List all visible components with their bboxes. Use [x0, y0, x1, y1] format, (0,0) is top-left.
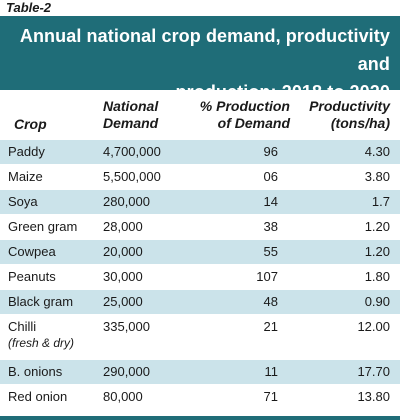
header-percent-production: % Production of Demand — [186, 98, 290, 132]
table-title-line-1: Annual national crop demand, productivit… — [19, 26, 390, 74]
cell-crop: Paddy — [8, 144, 45, 159]
cell-crop-note: (fresh & dry) — [8, 336, 75, 350]
cell-crop: Red onion — [8, 389, 68, 404]
cell-productivity: 3.80 — [364, 169, 390, 184]
cell-demand: 335,000 — [103, 319, 150, 334]
cell-productivity: 1.20 — [364, 219, 390, 234]
cell-crop-name: Chilli — [8, 319, 37, 334]
header-national-demand-line-2: Demand — [103, 115, 159, 131]
table-title-bar: Annual national crop demand, productivit… — [0, 16, 400, 102]
cell-percent: 107 — [256, 269, 278, 284]
header-national-demand-line-1: National — [103, 98, 159, 114]
cell-crop: Black gram — [8, 294, 74, 309]
cell-demand: 80,000 — [103, 389, 143, 404]
cell-productivity: 1.20 — [364, 244, 390, 259]
header-percent-production-line-2: of Demand — [217, 115, 290, 131]
cell-productivity: 17.70 — [357, 364, 390, 379]
header-productivity: Productivity (tons/ha) — [309, 98, 390, 132]
header-productivity-line-2: (tons/ha) — [330, 115, 390, 131]
cell-demand: 20,000 — [103, 244, 143, 259]
cell-productivity: 1.7 — [371, 194, 390, 209]
table-row: Chilli (fresh & dry) 335,000 21 12.00 — [0, 314, 400, 359]
cell-demand: 290,000 — [103, 364, 150, 379]
header-percent-production-line-1: % Production — [199, 98, 290, 114]
cell-productivity: 13.80 — [357, 389, 390, 404]
cell-demand: 280,000 — [103, 194, 150, 209]
cell-demand: 25,000 — [103, 294, 143, 309]
cell-productivity: 1.80 — [364, 269, 390, 284]
cell-percent: 06 — [263, 169, 278, 184]
table-row: Paddy 4,700,000 96 4.30 — [0, 139, 400, 164]
table-row: B. onions 290,000 11 17.70 — [0, 359, 400, 384]
cell-crop: Soya — [8, 194, 38, 209]
table-number-label: Table-2 — [6, 0, 52, 15]
header-productivity-line-1: Productivity — [309, 98, 390, 114]
table-row: Peanuts 30,000 107 1.80 — [0, 264, 400, 289]
cell-percent: 11 — [264, 364, 279, 379]
cell-percent: 55 — [263, 244, 278, 259]
cell-demand: 5,500,000 — [103, 169, 161, 184]
cell-productivity: 4.30 — [364, 144, 390, 159]
cell-crop: Cowpea — [8, 244, 56, 259]
cell-crop: Peanuts — [8, 269, 56, 284]
cell-crop: Green gram — [8, 219, 78, 234]
cell-demand: 30,000 — [103, 269, 143, 284]
cell-percent: 14 — [263, 194, 278, 209]
cell-percent: 38 — [263, 219, 278, 234]
cell-demand: 4,700,000 — [103, 144, 161, 159]
cell-demand: 28,000 — [103, 219, 143, 234]
cell-percent: 21 — [263, 319, 278, 334]
cell-percent: 48 — [263, 294, 278, 309]
cell-productivity: 12.00 — [357, 319, 390, 334]
cell-crop: Maize — [8, 169, 43, 184]
header-national-demand: National Demand — [103, 98, 158, 132]
table-row: Black gram 25,000 48 0.90 — [0, 289, 400, 314]
table-row: Red onion 80,000 71 13.80 — [0, 384, 400, 409]
header-crop: Crop — [14, 116, 47, 132]
cell-percent: 96 — [263, 144, 278, 159]
table-bottom-rule — [0, 416, 400, 420]
cell-crop: B. onions — [8, 364, 63, 379]
table-row: Soya 280,000 14 1.7 — [0, 189, 400, 214]
table-row: Maize 5,500,000 06 3.80 — [0, 164, 400, 189]
table-body: Paddy 4,700,000 96 4.30 Maize 5,500,000 … — [0, 139, 400, 409]
table-row: Green gram 28,000 38 1.20 — [0, 214, 400, 239]
cell-productivity: 0.90 — [364, 294, 390, 309]
cell-crop: Chilli (fresh & dry) — [8, 318, 74, 352]
cell-percent: 71 — [263, 389, 278, 404]
table-row: Cowpea 20,000 55 1.20 — [0, 239, 400, 264]
table-header-row: Crop National Demand % Production of Dem… — [0, 90, 400, 139]
